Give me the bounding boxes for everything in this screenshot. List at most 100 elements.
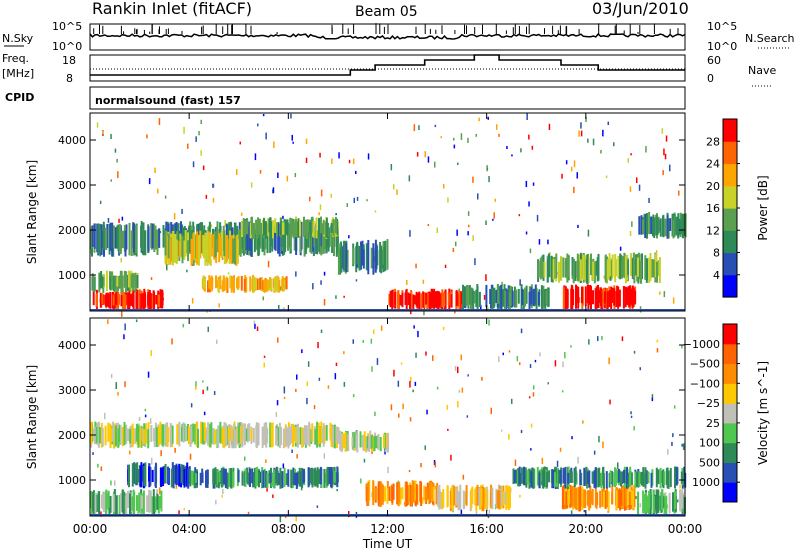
echo-streak bbox=[664, 496, 667, 512]
nsky-trace bbox=[89, 23, 686, 40]
echo-streak bbox=[264, 221, 267, 239]
echo-streak bbox=[634, 471, 637, 489]
echo-streak bbox=[159, 496, 162, 509]
echo-streak bbox=[106, 224, 109, 249]
scatter-speck bbox=[677, 499, 679, 503]
scatter-speck bbox=[202, 165, 205, 171]
echo-streak bbox=[109, 496, 112, 513]
echo-streak bbox=[630, 472, 633, 485]
echo-streak bbox=[659, 218, 662, 237]
echo-streak bbox=[617, 468, 620, 483]
scatter-speck bbox=[320, 189, 323, 197]
echo-streak bbox=[545, 290, 548, 305]
echo-streak bbox=[263, 279, 266, 293]
echo-streak bbox=[130, 230, 133, 256]
echo-streak bbox=[114, 227, 117, 249]
scatter-speck bbox=[195, 386, 197, 390]
echo-streak bbox=[366, 436, 369, 449]
echo-streak bbox=[277, 426, 280, 447]
echo-streak bbox=[332, 228, 335, 250]
colorbar-swatch bbox=[723, 119, 737, 142]
echo-streak bbox=[604, 291, 606, 304]
scatter-speck bbox=[635, 496, 637, 500]
echo-streak bbox=[337, 427, 340, 444]
echo-streak bbox=[195, 422, 198, 447]
echo-streak bbox=[117, 224, 120, 252]
echo-streak bbox=[178, 463, 181, 487]
echo-streak bbox=[626, 287, 629, 305]
scatter-speck bbox=[630, 415, 633, 418]
echo-streak bbox=[229, 239, 232, 260]
scatter-speck bbox=[587, 138, 589, 143]
echo-streak bbox=[564, 257, 567, 278]
scatter-speck bbox=[638, 184, 641, 191]
scatter-speck bbox=[629, 186, 632, 192]
echo-streak bbox=[124, 294, 127, 311]
echo-streak bbox=[401, 292, 404, 308]
x-tick-label: 00:00 bbox=[668, 522, 703, 536]
echo-streak bbox=[453, 485, 456, 506]
echo-streak bbox=[579, 469, 582, 486]
scatter-speck bbox=[352, 339, 354, 344]
scatter-speck bbox=[672, 433, 674, 438]
scatter-speck bbox=[602, 441, 604, 449]
echo-streak bbox=[656, 217, 659, 235]
colorbar-frame bbox=[722, 323, 738, 503]
echo-streak bbox=[136, 275, 139, 288]
scatter-speck bbox=[536, 214, 539, 222]
scatter-speck bbox=[393, 184, 395, 190]
scatter-speck bbox=[487, 307, 489, 310]
colorbar-tick-label: 20 bbox=[706, 180, 720, 193]
echo-streak bbox=[248, 423, 251, 442]
scatter-speck bbox=[120, 257, 122, 263]
echo-streak bbox=[507, 492, 510, 507]
echo-streak bbox=[468, 285, 471, 305]
echo-streak bbox=[367, 481, 370, 506]
echo-streak bbox=[142, 490, 145, 516]
x-tick-label: 20:00 bbox=[569, 522, 604, 536]
scatter-speck bbox=[254, 153, 257, 161]
echo-streak bbox=[101, 428, 104, 447]
echo-streak bbox=[105, 270, 108, 291]
echo-streak bbox=[129, 493, 131, 516]
echo-streak bbox=[160, 490, 163, 512]
echo-streak bbox=[668, 492, 671, 514]
echo-streak bbox=[496, 490, 499, 509]
scatter-speck bbox=[160, 450, 162, 457]
echo-streak bbox=[377, 434, 380, 449]
echo-streak bbox=[593, 470, 596, 488]
echo-streak bbox=[146, 495, 149, 512]
echo-streak bbox=[594, 288, 597, 310]
scatter-speck bbox=[532, 392, 535, 397]
echo-streak bbox=[368, 437, 371, 452]
nsky-label: N.Sky bbox=[2, 32, 34, 45]
echo-streak bbox=[267, 218, 270, 237]
scatter-speck bbox=[370, 338, 373, 344]
scatter-speck bbox=[617, 462, 619, 470]
scatter-speck bbox=[467, 374, 469, 377]
echo-streak bbox=[157, 496, 160, 514]
echo-streak bbox=[109, 427, 112, 448]
scatter-speck bbox=[121, 310, 123, 317]
echo-streak bbox=[429, 481, 432, 500]
echo-streak bbox=[654, 495, 656, 509]
echo-streak bbox=[447, 292, 450, 306]
echo-streak bbox=[570, 288, 573, 311]
scatter-speck bbox=[562, 361, 564, 368]
echo-streak bbox=[591, 259, 594, 281]
echo-streak bbox=[656, 261, 658, 283]
echo-streak bbox=[244, 225, 247, 251]
echo-streak bbox=[297, 218, 300, 238]
echo-streak bbox=[399, 487, 402, 505]
echo-streak bbox=[100, 271, 103, 288]
scatter-speck bbox=[408, 175, 411, 182]
scatter-speck bbox=[236, 169, 238, 175]
echo-streak bbox=[172, 465, 175, 489]
echo-streak bbox=[464, 286, 467, 307]
echo-streak bbox=[482, 487, 485, 512]
echo-streak bbox=[261, 426, 264, 448]
echo-streak bbox=[683, 466, 686, 484]
echo-streak bbox=[588, 492, 591, 511]
scatter-speck bbox=[210, 224, 213, 228]
echo-streak bbox=[354, 430, 357, 451]
